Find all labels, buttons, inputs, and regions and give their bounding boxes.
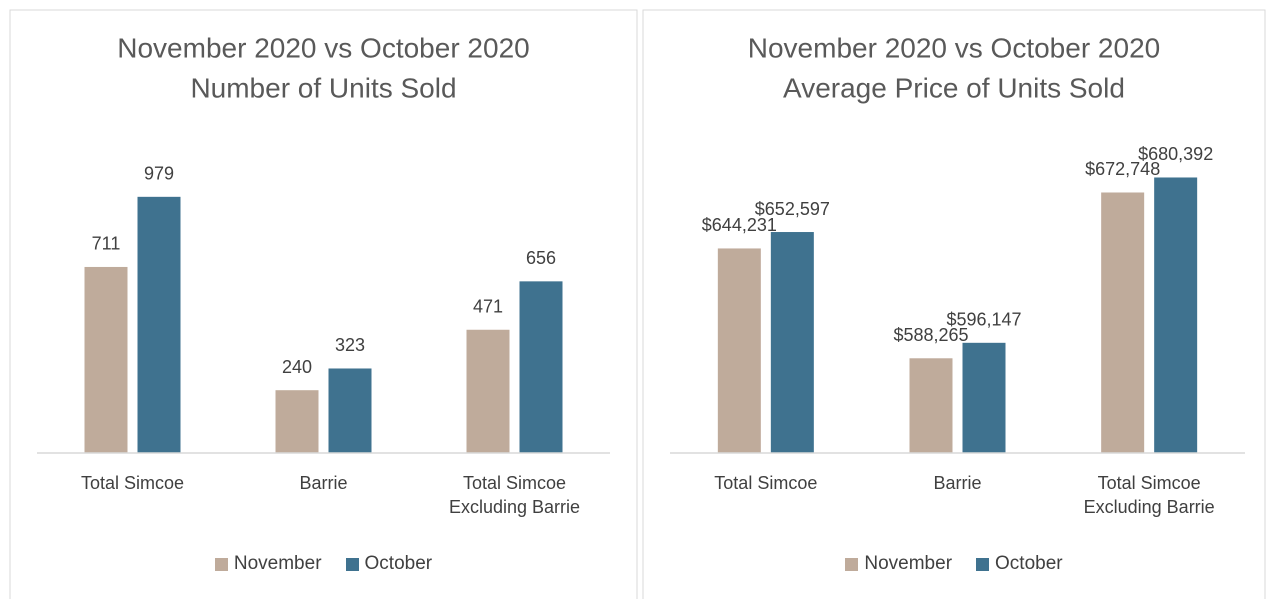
bar <box>717 248 761 453</box>
legend: November October <box>10 553 637 575</box>
bar <box>84 266 128 453</box>
bar <box>909 358 953 453</box>
bar <box>962 342 1006 453</box>
panel-border <box>9 9 638 599</box>
legend: November October <box>643 553 1265 575</box>
x-tick-label: Total Simcoe <box>714 473 818 493</box>
legend-label: November <box>233 553 322 574</box>
legend-label: October <box>995 553 1063 574</box>
bar <box>1101 192 1145 453</box>
bar <box>275 390 319 453</box>
data-label: $596,147 <box>946 310 1021 330</box>
x-tick-label: Barrie <box>933 473 982 493</box>
chart-subtitle: Number of Units Sold <box>190 72 456 103</box>
x-tick-label: Barrie <box>299 473 348 493</box>
chart-title: November 2020 vs October 2020 <box>748 32 1160 63</box>
data-label: 656 <box>526 248 556 268</box>
legend-item: November <box>214 553 322 575</box>
panel-border <box>642 9 1266 599</box>
legend-label: November <box>864 553 953 574</box>
data-label: $680,392 <box>1138 144 1213 164</box>
chart-title: November 2020 vs October 2020 <box>117 32 529 63</box>
data-label: 979 <box>144 164 174 184</box>
legend-item: October <box>345 553 433 575</box>
bar <box>137 196 181 453</box>
bar <box>466 329 510 453</box>
bar <box>328 368 372 453</box>
data-label: 240 <box>282 357 312 377</box>
bar <box>519 281 563 453</box>
data-label: $588,265 <box>893 325 968 345</box>
x-tick-label: Total Simcoe Excluding Barrie <box>448 473 581 517</box>
legend-item: October <box>976 553 1063 575</box>
data-label: 471 <box>473 297 503 317</box>
legend-swatch <box>214 557 228 571</box>
legend-label: October <box>364 553 433 574</box>
data-label: $644,231 <box>702 215 777 235</box>
legend-item: November <box>845 553 952 575</box>
bar <box>770 232 814 453</box>
x-tick-label: Total Simcoe <box>80 473 185 493</box>
bar <box>1154 177 1198 453</box>
legend-swatch <box>845 557 859 571</box>
x-tick-label: Total Simcoe Excluding Barrie <box>1083 473 1215 517</box>
data-label: 711 <box>92 234 121 254</box>
data-label: 323 <box>335 335 365 355</box>
chart-subtitle: Average Price of Units Sold <box>783 72 1125 103</box>
data-label: $672,748 <box>1085 159 1160 179</box>
legend-swatch <box>345 557 359 571</box>
legend-swatch <box>976 557 990 571</box>
data-label: $652,597 <box>755 199 830 219</box>
